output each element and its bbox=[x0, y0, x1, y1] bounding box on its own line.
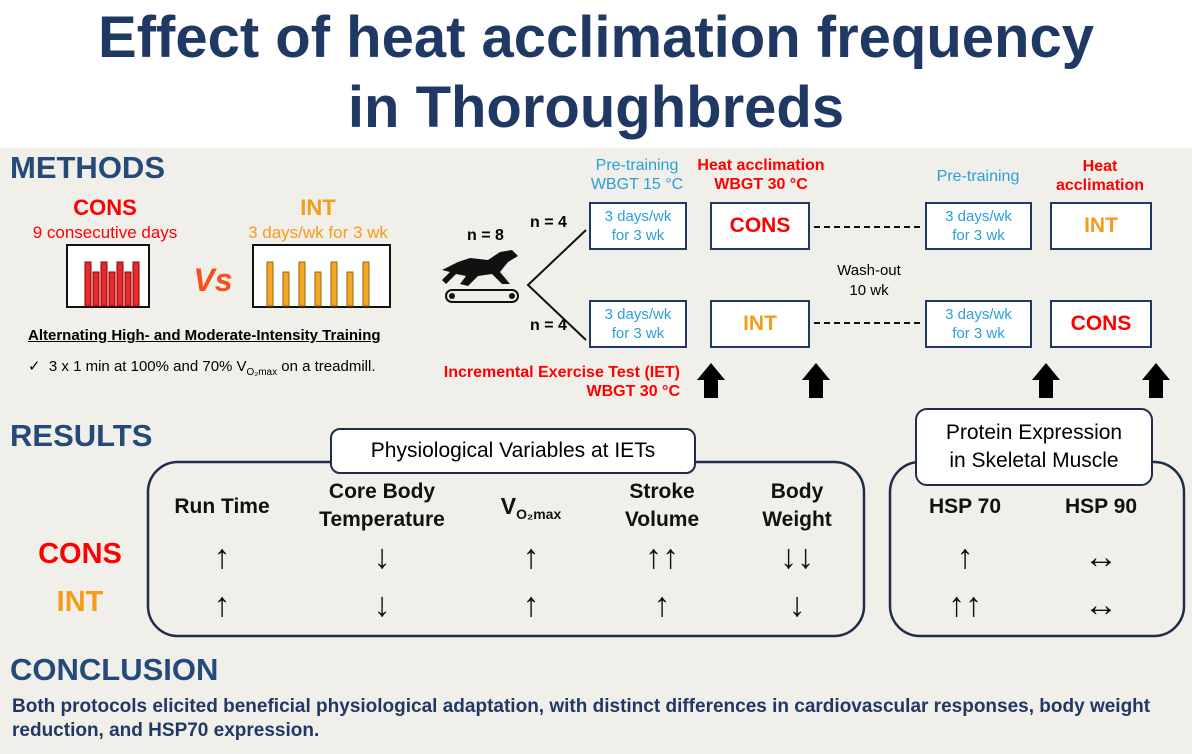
arrow: ↔ bbox=[1084, 538, 1118, 576]
column-header: Core Body Temperature bbox=[319, 478, 445, 534]
cons-desc: 9 consecutive days bbox=[32, 223, 178, 242]
n-total: n = 8 bbox=[467, 227, 504, 244]
row-label: INT bbox=[56, 586, 104, 618]
cons-label: CONS bbox=[73, 195, 137, 220]
text: V bbox=[500, 493, 517, 519]
heading: RESULTS bbox=[10, 418, 153, 453]
vs: Vs bbox=[193, 262, 233, 298]
column-header: VO₂max bbox=[501, 492, 561, 528]
phase-subtitle: WBGT 15 °C bbox=[590, 176, 684, 193]
physio-frame bbox=[146, 460, 866, 638]
column-header: HSP 90 bbox=[1065, 495, 1137, 518]
title: Effect of heat acclimation frequency bbox=[98, 5, 1094, 70]
text: Core Body bbox=[328, 480, 436, 503]
text: Volume bbox=[624, 508, 700, 531]
arrow: ↑ bbox=[213, 586, 231, 624]
text: Protein Expression bbox=[945, 421, 1123, 444]
conclusion-text: Both protocols elicited beneficial physi… bbox=[12, 696, 1151, 741]
iet: Incremental Exercise Test (IET) bbox=[443, 364, 680, 381]
arrow: ↑ bbox=[213, 538, 231, 576]
phase-title: Heat acclimation bbox=[1055, 158, 1145, 194]
arrow: ↔ bbox=[1084, 586, 1118, 624]
protein-frame bbox=[888, 460, 1186, 638]
phase-subtitle: WBGT 30 °C bbox=[714, 176, 808, 193]
physio-title: Physiological Variables at IETs bbox=[330, 428, 696, 474]
heading: CONCLUSION bbox=[10, 652, 219, 687]
heading: METHODS bbox=[10, 150, 165, 185]
n-group: n = 4 bbox=[530, 317, 567, 334]
washout: Wash-out 10 wk bbox=[837, 261, 901, 301]
text: Run Time bbox=[174, 495, 270, 518]
arrow: ↑ bbox=[653, 586, 671, 624]
arrow: ↓ bbox=[373, 586, 391, 624]
text: Weight bbox=[762, 508, 832, 531]
check: ✓ bbox=[28, 358, 41, 375]
column-header: Body Weight bbox=[762, 478, 832, 534]
group-box: CONS bbox=[710, 202, 810, 250]
iet: WBGT 30 °C bbox=[586, 383, 680, 400]
column-header: HSP 70 bbox=[929, 495, 1001, 518]
phase-title: Pre-training bbox=[936, 168, 1020, 185]
schedule-box: 3 days/wk for 3 wk bbox=[925, 202, 1032, 250]
cons-schedule bbox=[66, 244, 150, 308]
text: Wash-out bbox=[837, 262, 901, 279]
title: in Thoroughbreds bbox=[347, 75, 845, 140]
schedule-box: 3 days/wk for 3 wk bbox=[589, 202, 687, 250]
int-label: INT bbox=[300, 195, 336, 220]
text: in Skeletal Muscle bbox=[949, 449, 1119, 472]
int-schedule bbox=[252, 244, 391, 308]
phase-title: Heat acclimation bbox=[697, 157, 825, 174]
group-box: INT bbox=[710, 300, 810, 348]
text: Temperature bbox=[319, 508, 445, 531]
arrow: ↑ bbox=[956, 538, 974, 576]
phase-title: Pre-training bbox=[595, 157, 679, 174]
training-title: Alternating High- and Moderate-Intensity… bbox=[28, 327, 381, 344]
n-group: n = 4 bbox=[530, 214, 567, 231]
arrow: ↑↑ bbox=[948, 586, 982, 624]
test-arrows bbox=[697, 363, 1170, 398]
subscript: O₂max bbox=[246, 367, 278, 378]
schedule-box: 3 days/wk for 3 wk bbox=[925, 300, 1032, 348]
arrow: ↓ bbox=[373, 538, 391, 576]
text: Stroke bbox=[629, 480, 695, 503]
arrow: ↓ bbox=[788, 586, 806, 624]
arrow: ↓↓ bbox=[780, 538, 814, 576]
text: Body bbox=[770, 480, 824, 503]
row-label: CONS bbox=[38, 538, 122, 570]
int-desc: 3 days/wk for 3 wk bbox=[248, 223, 388, 242]
text: 3 x 1 min at 100% and 70% V bbox=[48, 358, 247, 375]
column-header: Stroke Volume bbox=[625, 478, 699, 534]
schedule-box: 3 days/wk for 3 wk bbox=[589, 300, 687, 348]
subscript: O₂max bbox=[516, 506, 562, 523]
arrow: ↑ bbox=[522, 586, 540, 624]
arrow: ↑ bbox=[522, 538, 540, 576]
protein-title: Protein Expression in Skeletal Muscle bbox=[915, 408, 1153, 486]
column-header: Run Time bbox=[174, 493, 269, 521]
horse-icon bbox=[442, 250, 519, 303]
text: 10 wk bbox=[849, 282, 889, 299]
text: on a treadmill. bbox=[277, 358, 376, 375]
group-box: INT bbox=[1050, 202, 1152, 250]
group-box: CONS bbox=[1050, 300, 1152, 348]
arrow: ↑↑ bbox=[645, 538, 679, 576]
split-lines bbox=[526, 229, 587, 341]
training-item: ✓ 3 x 1 min at 100% and 70% VO₂max on a … bbox=[28, 357, 376, 378]
